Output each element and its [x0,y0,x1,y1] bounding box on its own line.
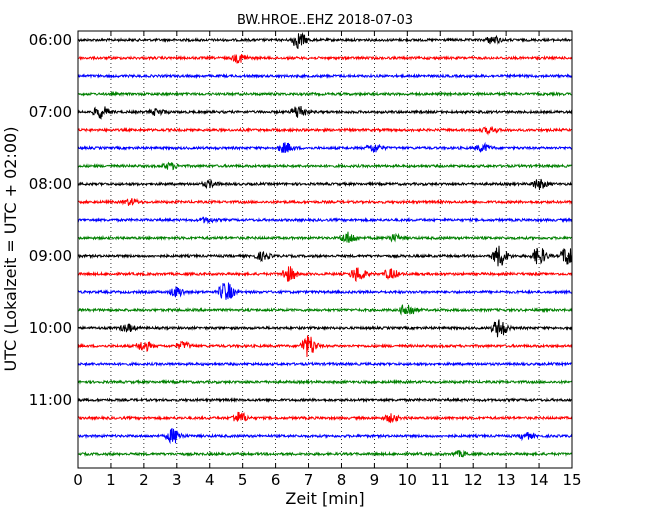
trace-0730 [77,141,573,153]
y-tick-label: 10:00 [29,319,72,337]
trace-1145 [77,449,573,458]
plot-frame [77,30,573,469]
trace-0630 [77,72,573,80]
y-axis-label: UTC (Lokalzeit = UTC + 02:00) [1,127,20,372]
x-tick-label: 9 [370,471,380,489]
x-tick-label: 4 [205,471,215,489]
trace-0815 [77,197,573,206]
grid-lines [110,31,540,468]
trace-1100 [77,396,573,404]
trace-0700 [77,105,573,120]
trace-1000 [77,319,573,338]
trace-1030 [77,360,573,368]
x-tick-label: 12 [464,471,483,489]
x-tick-label: 1 [106,471,116,489]
x-tick-label: 5 [238,471,248,489]
trace-0745 [77,161,573,171]
x-tick-label: 10 [398,471,417,489]
x-tick-label: 15 [562,471,581,489]
y-tick-label: 07:00 [29,103,72,121]
x-tick-label: 6 [271,471,281,489]
trace-1115 [77,411,573,424]
x-tick-label: 3 [172,471,182,489]
trace-0645 [77,90,573,97]
trace-0930 [77,282,573,300]
trace-0830 [77,216,573,225]
x-tick-label: 2 [139,471,149,489]
y-tick-label: 11:00 [29,391,72,409]
y-tick-label: 08:00 [29,175,72,193]
trace-0800 [77,178,573,191]
axis-ticks: 0 1 2 3 4 5 6 7 8 9 10 11 12 13 14 1506:0007:0008:0009:… [29,31,582,489]
y-tick-label: 06:00 [29,31,72,49]
x-tick-label: 8 [337,471,347,489]
x-tick-label: 0 [73,471,83,489]
trace-0715 [77,126,573,136]
trace-1130 [77,427,573,445]
trace-0900 [77,245,573,267]
seismic-traces [77,31,573,458]
x-tick-label: 14 [530,471,549,489]
trace-0845 [77,231,573,243]
y-tick-label: 09:00 [29,247,72,265]
chart-title: BW.HROE..EHZ 2018-07-03 [237,13,413,28]
trace-0615 [77,53,573,64]
trace-0915 [77,266,573,283]
trace-0600 [77,31,573,49]
x-axis-label: Zeit [min] [285,489,364,508]
x-tick-label: 7 [304,471,314,489]
x-tick-label: 13 [497,471,516,489]
trace-1015 [77,335,573,358]
trace-1045 [77,378,573,385]
x-tick-label: 11 [431,471,450,489]
trace-0945 [77,304,573,316]
